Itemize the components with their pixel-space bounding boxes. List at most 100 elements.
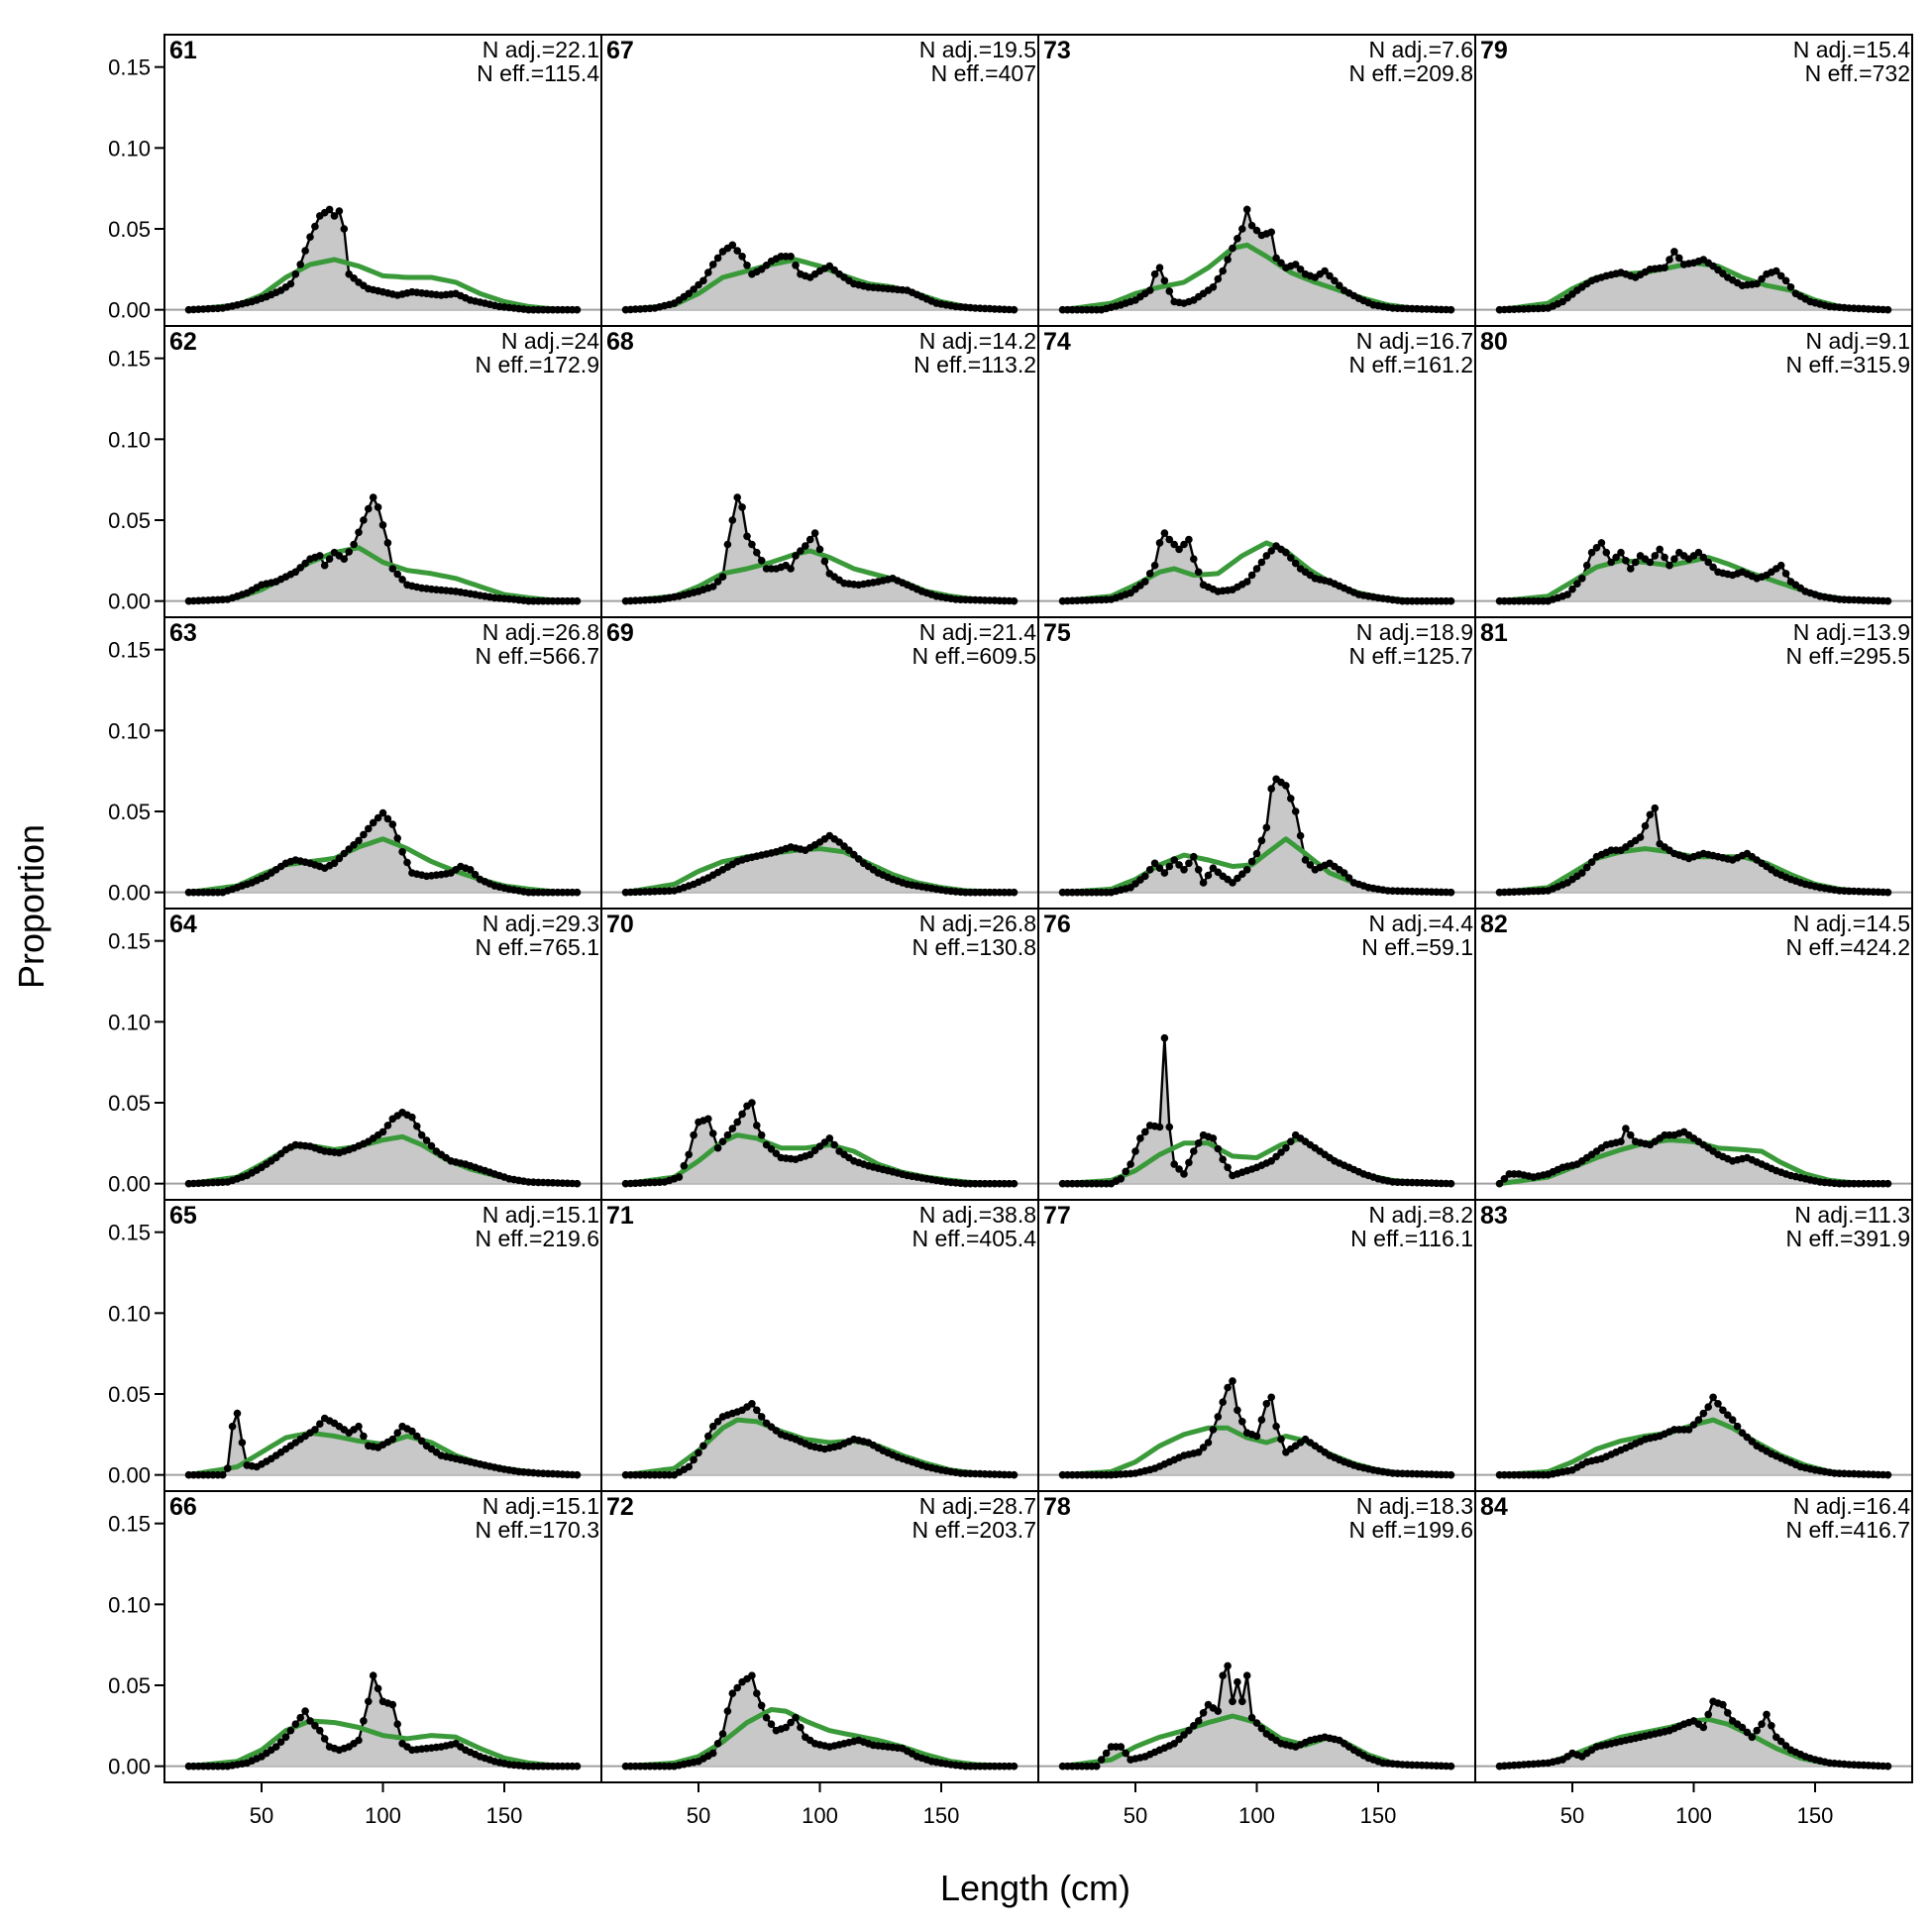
observed-point <box>1776 271 1785 280</box>
panel-id-label: 74 <box>1043 328 1071 356</box>
panel-73: 73 N adj.=7.6N eff.=209.8 <box>1037 34 1476 327</box>
n-adj-label: N adj.=26.8 <box>483 619 599 645</box>
observed-point <box>1272 1422 1280 1431</box>
observed-point <box>1262 823 1271 832</box>
observed-point <box>704 1432 712 1441</box>
observed-point <box>1670 555 1678 563</box>
n-adj-label: N adj.=21.4 <box>919 619 1036 645</box>
observed-point <box>757 1130 766 1139</box>
observed-area <box>188 497 578 601</box>
panel-64: 64 N adj.=29.3N eff.=765.1 <box>163 908 602 1201</box>
observed-point <box>1689 1421 1698 1429</box>
observed-point <box>805 535 814 544</box>
observed-point <box>1127 1160 1134 1168</box>
observed-area <box>1499 1128 1888 1184</box>
observed-point <box>345 845 354 853</box>
observed-point <box>1684 1426 1693 1434</box>
observed-point <box>1291 559 1300 568</box>
observed-point <box>281 1733 290 1742</box>
observed-point <box>1247 857 1256 866</box>
observed-point <box>573 888 582 897</box>
observed-point <box>383 539 392 547</box>
observed-point <box>383 814 392 823</box>
observed-point <box>728 241 737 250</box>
observed-point <box>427 1141 436 1150</box>
panel-61: 61 N adj.=22.1N eff.=115.4 <box>163 34 602 327</box>
observed-point <box>369 1671 377 1679</box>
observed-point <box>1209 1134 1218 1142</box>
observed-point <box>1136 1134 1144 1142</box>
observed-point <box>1252 226 1261 235</box>
observed-point <box>675 1173 684 1181</box>
observed-point <box>767 1720 776 1728</box>
n-eff-label: N eff.=219.6 <box>475 1226 599 1251</box>
observed-point <box>311 1722 319 1730</box>
observed-area <box>1062 1380 1451 1475</box>
observed-point <box>1185 1726 1193 1735</box>
observed-point <box>797 1723 805 1732</box>
observed-point <box>1447 305 1455 314</box>
observed-point <box>1728 1416 1737 1424</box>
n-adj-label: N adj.=19.5 <box>919 37 1036 62</box>
panel-id-label: 77 <box>1043 1202 1071 1230</box>
y-tick-label: 0.15 <box>108 929 151 954</box>
y-tick-label: 0.05 <box>108 1382 151 1407</box>
n-eff-label: N eff.=59.1 <box>1361 934 1473 960</box>
observed-point <box>1563 590 1571 598</box>
observed-point <box>1252 849 1261 858</box>
observed-area <box>1062 533 1451 601</box>
observed-point <box>378 521 387 529</box>
observed-point <box>1252 565 1261 573</box>
observed-point <box>1170 540 1178 549</box>
panel-72: 72 N adj.=28.7N eff.=203.7 <box>600 1490 1039 1783</box>
observed-point <box>1238 225 1246 233</box>
observed-point <box>1165 862 1174 871</box>
observed-point <box>1646 558 1655 567</box>
observed-point <box>1287 795 1295 803</box>
observed-point <box>355 1736 363 1745</box>
observed-point <box>1651 804 1660 812</box>
observed-point <box>1242 205 1251 214</box>
observed-point <box>1500 1175 1509 1183</box>
observed-area <box>1499 1397 1888 1475</box>
observed-point <box>1224 256 1232 264</box>
observed-point <box>1160 869 1169 877</box>
expected-line <box>625 1707 1015 1770</box>
observed-point <box>1262 552 1271 560</box>
x-tick-label: 100 <box>365 1803 401 1828</box>
observed-point <box>1277 1435 1285 1444</box>
n-adj-label: N adj.=26.8 <box>919 911 1036 936</box>
n-eff-label: N eff.=203.7 <box>912 1517 1036 1543</box>
observed-area <box>625 1403 1015 1475</box>
observed-point <box>1214 274 1223 283</box>
observed-point <box>1190 1722 1198 1730</box>
observed-point <box>340 849 349 858</box>
observed-point <box>388 1700 397 1709</box>
observed-point <box>762 1140 771 1149</box>
observed-point <box>708 1749 717 1758</box>
observed-point <box>388 820 397 828</box>
observed-point <box>1160 1033 1169 1042</box>
n-eff-label: N eff.=407 <box>931 60 1036 86</box>
n-adj-label: N adj.=18.9 <box>1356 619 1473 645</box>
x-tick-label: 150 <box>1360 1803 1397 1828</box>
n-eff-label: N eff.=209.8 <box>1348 60 1473 86</box>
observed-point <box>374 813 382 822</box>
y-tick-label: 0.15 <box>108 1221 151 1245</box>
observed-point <box>713 578 722 586</box>
observed-point <box>325 205 334 214</box>
observed-point <box>708 583 717 590</box>
observed-point <box>1781 276 1790 285</box>
panel-65: 65 N adj.=15.1N eff.=219.6 <box>163 1199 602 1492</box>
observed-point <box>1656 545 1664 554</box>
observed-point <box>1883 1470 1892 1479</box>
panel-83: 83 N adj.=11.3N eff.=391.9 <box>1474 1199 1913 1492</box>
y-tick-label: 0.05 <box>108 217 151 242</box>
n-eff-label: N eff.=416.7 <box>1785 1517 1910 1543</box>
observed-point <box>1145 286 1154 294</box>
observed-point <box>296 261 305 268</box>
observed-point <box>748 1099 756 1107</box>
observed-point <box>311 222 319 231</box>
observed-point <box>1287 1137 1295 1145</box>
observed-point <box>723 540 732 549</box>
